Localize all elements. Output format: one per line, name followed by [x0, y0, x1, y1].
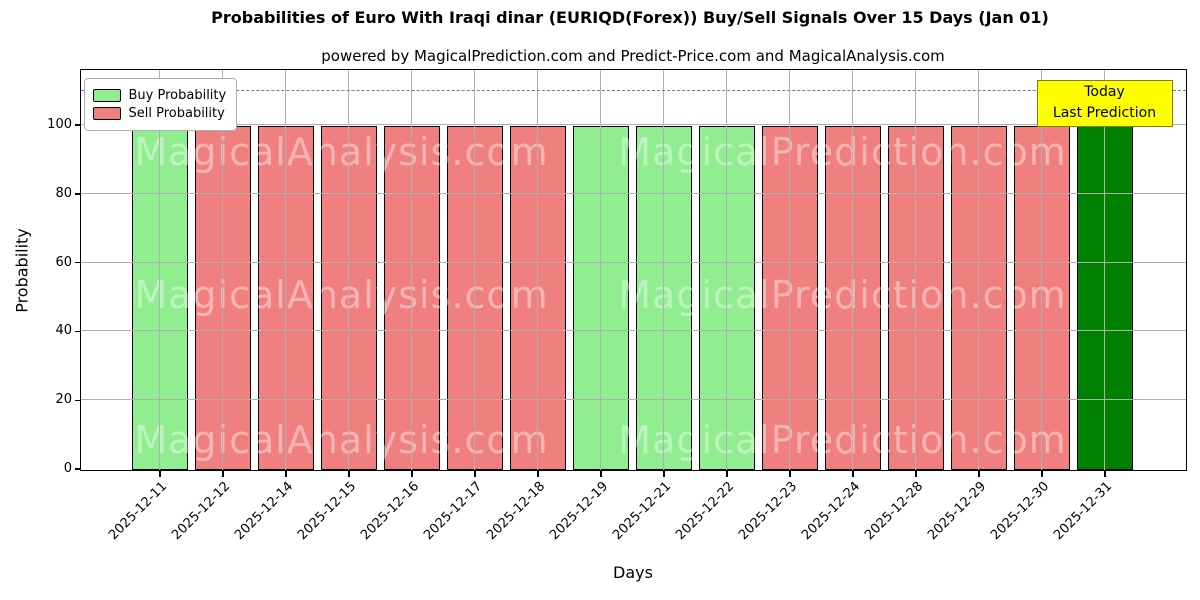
v-gridline: [411, 69, 412, 470]
x-tick-label-text: 2025-12-14: [232, 479, 297, 544]
x-tick: [789, 470, 791, 477]
today-annotation-line2: Last Prediction: [1052, 105, 1157, 121]
x-tick: [726, 470, 728, 477]
today-annotation: Today Last Prediction: [1036, 79, 1173, 127]
x-tick-label-text: 2025-12-23: [736, 479, 801, 544]
x-tick: [663, 470, 665, 477]
x-tick-label-text: 2025-12-21: [610, 479, 675, 544]
chart-title: Probabilities of Euro With Iraqi dinar (…: [211, 8, 1049, 27]
x-tick: [978, 470, 980, 477]
x-tick: [159, 470, 161, 477]
h-gridline: [80, 192, 1186, 194]
v-gridline: [852, 69, 853, 470]
x-tick: [537, 470, 539, 477]
y-tick-label: 100: [47, 117, 72, 133]
watermark-text: MagicalAnalysis.com: [134, 272, 549, 317]
y-tick: [74, 261, 81, 264]
x-tick-label-text: 2025-12-17: [421, 479, 486, 544]
plot-area: Buy Probability Sell Probability Today L…: [79, 68, 1187, 471]
v-gridline: [978, 69, 979, 470]
y-tick-label: 80: [55, 185, 72, 201]
x-tick: [222, 470, 224, 477]
legend-item-buy: Buy Probability: [92, 87, 227, 103]
y-tick: [74, 124, 81, 126]
y-tick-label: 0: [63, 461, 72, 476]
h-gridline: [80, 330, 1186, 332]
watermark-text: MagicalPrediction.com: [618, 129, 1067, 174]
today-annotation-line1: Today: [1084, 84, 1125, 100]
y-tick: [74, 468, 81, 470]
x-tick: [852, 470, 854, 477]
x-tick-label-text: 2025-12-29: [925, 479, 990, 544]
h-gridline: [80, 261, 1186, 263]
x-tick-label-text: 2025-12-18: [484, 479, 549, 544]
watermark-text: MagicalAnalysis.com: [134, 129, 549, 174]
x-tick: [474, 470, 476, 477]
x-tick-label-text: 2025-12-24: [799, 479, 864, 544]
legend-item-sell: Sell Probability: [92, 105, 227, 121]
v-gridline: [537, 69, 538, 470]
v-gridline: [348, 69, 349, 470]
x-tick-label-text: 2025-12-11: [106, 479, 171, 544]
y-tick-label: 20: [55, 392, 72, 408]
y-tick-label: 60: [55, 254, 72, 270]
x-tick: [411, 470, 413, 477]
x-tick-label-text: 2025-12-31: [1051, 479, 1116, 544]
v-gridline: [1104, 69, 1105, 470]
x-tick-label-text: 2025-12-28: [862, 479, 927, 544]
legend: Buy Probability Sell Probability: [83, 77, 238, 131]
watermark-text: MagicalPrediction.com: [618, 417, 1067, 462]
v-gridline: [600, 69, 601, 470]
threshold-dashed-line: [80, 90, 1186, 92]
sell-swatch-icon: [92, 106, 121, 120]
watermark-text: MagicalPrediction.com: [618, 272, 1067, 317]
x-tick-label-text: 2025-12-15: [295, 479, 360, 544]
v-gridline: [474, 69, 475, 470]
v-gridline: [222, 69, 223, 470]
x-tick-label-text: 2025-12-16: [358, 479, 423, 544]
x-tick-label-text: 2025-12-12: [169, 479, 234, 544]
x-tick-label-text: 2025-12-22: [673, 479, 738, 544]
y-axis-label: Probability: [12, 228, 32, 313]
x-tick: [348, 470, 350, 477]
v-gridline: [159, 69, 160, 470]
y-tick: [74, 193, 81, 195]
x-tick: [915, 470, 917, 477]
buy-swatch-icon: [92, 88, 121, 102]
v-gridline: [726, 69, 727, 470]
legend-sell-label: Sell Probability: [128, 105, 225, 121]
y-tick: [74, 399, 81, 401]
legend-buy-label: Buy Probability: [128, 87, 227, 103]
x-axis-label: Days: [613, 563, 653, 582]
chart-subtitle: powered by MagicalPrediction.com and Pre…: [321, 47, 945, 65]
x-tick: [285, 470, 287, 477]
watermark-text: MagicalAnalysis.com: [134, 417, 549, 462]
y-tick-label: 40: [55, 323, 72, 339]
x-tick-label-text: 2025-12-19: [547, 479, 612, 544]
v-gridline: [789, 69, 790, 470]
x-tick: [600, 470, 602, 477]
v-gridline: [915, 69, 916, 470]
v-gridline: [1041, 69, 1042, 470]
x-tick: [1041, 470, 1043, 477]
v-gridline: [285, 69, 286, 470]
x-tick-label-text: 2025-12-30: [988, 479, 1053, 544]
h-gridline: [80, 399, 1186, 401]
y-tick: [74, 330, 81, 333]
x-tick: [1104, 470, 1106, 477]
v-gridline: [663, 69, 664, 470]
h-gridline: [80, 124, 1186, 126]
